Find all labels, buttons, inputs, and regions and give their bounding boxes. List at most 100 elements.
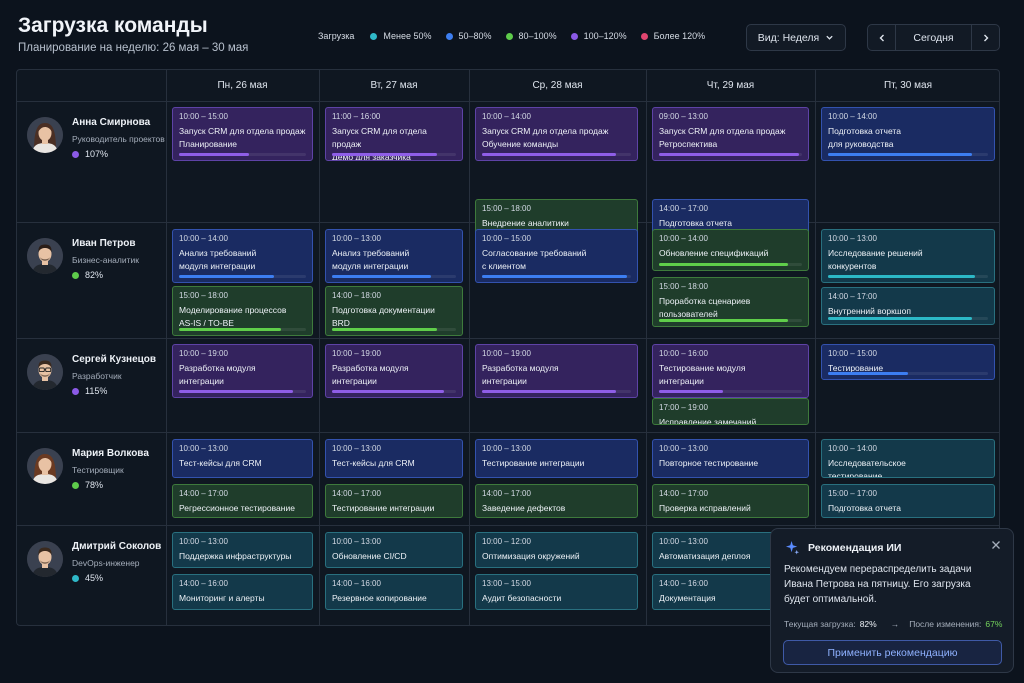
task-title: Проверка исправлений bbox=[659, 503, 751, 513]
task-card[interactable]: 10:00 – 19:00 Разработка модуля интеграци… bbox=[475, 344, 638, 398]
task-title: Разработка модуля интеграции bbox=[179, 363, 256, 386]
team-member[interactable]: Иван Петров Бизнес-аналитик 82% bbox=[17, 238, 166, 298]
task-progress-fill bbox=[828, 275, 976, 278]
task-card[interactable]: 15:00 – 18:00 Проработка сценариев пользо… bbox=[652, 277, 809, 327]
today-button[interactable]: Сегодня bbox=[913, 31, 954, 44]
task-card[interactable]: 14:00 – 17:00 Проверка исправлений bbox=[652, 484, 809, 518]
task-card[interactable]: 10:00 – 15:00 Согласование требований с к… bbox=[475, 229, 638, 283]
task-time: 15:00 – 17:00 bbox=[828, 489, 877, 498]
prev-week-button[interactable] bbox=[868, 25, 896, 50]
task-progress-fill bbox=[659, 153, 800, 156]
team-member[interactable]: Сергей Кузнецов Разработчик 115% bbox=[17, 354, 166, 414]
task-card[interactable]: 14:00 – 18:00 Подготовка документации BRD bbox=[325, 286, 463, 336]
task-card[interactable]: 10:00 – 13:00 Поддержка инфраструктуры bbox=[172, 532, 313, 568]
task-card[interactable]: 11:00 – 16:00 Запуск CRM для отдела прода… bbox=[325, 107, 463, 161]
task-card[interactable]: 10:00 – 13:00 Обновление CI/CD bbox=[325, 532, 463, 568]
task-card[interactable]: 10:00 – 19:00 Разработка модуля интеграци… bbox=[172, 344, 313, 398]
task-card[interactable]: 10:00 – 14:00 Обновление спецификаций bbox=[652, 229, 809, 271]
task-card[interactable]: 14:00 – 17:00 Регрессионное тестирование bbox=[172, 484, 313, 518]
task-title: Запуск CRM для отдела продаж Ретроспекти… bbox=[659, 126, 786, 149]
task-title: Исследование решений конкурентов bbox=[828, 248, 923, 271]
task-card[interactable]: 14:00 – 16:00 Резервное копирование bbox=[325, 574, 463, 610]
task-card[interactable]: 10:00 – 19:00 Разработка модуля интеграци… bbox=[325, 344, 463, 398]
team-member[interactable]: Анна Смирнова Руководитель проектов 107% bbox=[17, 117, 166, 177]
chevron-left-icon bbox=[879, 34, 884, 41]
task-card[interactable]: 10:00 – 14:00 Анализ требований модуля ин… bbox=[172, 229, 313, 283]
team-member[interactable]: Мария Волкова Тестировщик 78% bbox=[17, 448, 166, 508]
task-card[interactable]: 14:00 – 17:00 Заведение дефектов bbox=[475, 484, 638, 518]
task-card[interactable]: 10:00 – 13:00 Исследование решений конкур… bbox=[821, 229, 995, 283]
task-progress-fill bbox=[179, 275, 275, 278]
task-card[interactable]: 10:00 – 15:00 Тестирование и оптимизация bbox=[821, 344, 995, 380]
task-card[interactable]: 10:00 – 13:00 Тестирование интеграции bbox=[475, 439, 638, 478]
task-card[interactable]: 14:00 – 17:00 Внутренний воркшоп bbox=[821, 287, 995, 325]
task-card[interactable]: 14:00 – 16:00 Мониторинг и алерты bbox=[172, 574, 313, 610]
task-progress-bar bbox=[332, 390, 456, 393]
task-progress-bar bbox=[179, 390, 306, 393]
avatar bbox=[27, 354, 63, 390]
task-card[interactable]: 10:00 – 13:00 Тест-кейсы для CRM bbox=[325, 439, 463, 478]
task-card[interactable]: 10:00 – 16:00 Тестирование модуля интегра… bbox=[652, 344, 809, 398]
member-load-value: 78% bbox=[85, 480, 104, 490]
task-card[interactable]: 09:00 – 13:00 Запуск CRM для отдела прода… bbox=[652, 107, 809, 161]
task-title: Тест-кейсы для CRM bbox=[332, 458, 415, 468]
next-week-button[interactable] bbox=[971, 25, 999, 50]
task-progress-bar bbox=[659, 319, 802, 322]
task-card[interactable]: 10:00 – 13:00 Повторное тестирование bbox=[652, 439, 809, 478]
task-time: 10:00 – 14:00 bbox=[179, 234, 228, 243]
task-progress-bar bbox=[659, 390, 802, 393]
task-time: 10:00 – 14:00 bbox=[828, 444, 877, 453]
task-card[interactable]: 14:00 – 17:00 Тестирование интеграции bbox=[325, 484, 463, 518]
task-progress-fill bbox=[659, 263, 788, 266]
task-card[interactable]: 13:00 – 15:00 Аудит безопасности bbox=[475, 574, 638, 610]
day-header: Вт, 27 мая bbox=[370, 80, 418, 91]
task-time: 10:00 – 15:00 bbox=[179, 112, 228, 121]
task-card[interactable]: 15:00 – 18:00 Моделирование процессов AS-… bbox=[172, 286, 313, 336]
task-progress-fill bbox=[179, 153, 249, 156]
load-dot bbox=[72, 271, 79, 279]
task-card[interactable]: 10:00 – 13:00 Тест-кейсы для CRM bbox=[172, 439, 313, 478]
task-progress-bar bbox=[828, 275, 988, 278]
grid-column-divider bbox=[646, 70, 647, 625]
grid-column-divider bbox=[319, 70, 320, 625]
task-title: Внутренний воркшоп bbox=[828, 306, 911, 316]
team-member[interactable]: Дмитрий Соколов DevOps-инженер 45% bbox=[17, 541, 166, 601]
task-title: Тестирование интеграции bbox=[332, 503, 435, 513]
close-icon[interactable] bbox=[991, 538, 1001, 553]
page-subtitle: Планирование на неделю: 26 мая – 30 мая bbox=[18, 42, 249, 54]
task-time: 10:00 – 19:00 bbox=[332, 349, 381, 358]
task-title: Моделирование процессов AS-IS / TO-BE bbox=[179, 305, 287, 328]
view-select[interactable]: Вид: Неделя bbox=[746, 24, 846, 51]
member-load: 78% bbox=[72, 480, 103, 490]
ai-panel-text: Рекомендуем перераспределить задачи Иван… bbox=[784, 564, 972, 605]
member-load-value: 107% bbox=[85, 149, 109, 159]
task-title: Тестирование и оптимизация bbox=[828, 363, 887, 379]
task-card[interactable]: 17:00 – 19:00 Исправление замечаний bbox=[652, 398, 809, 425]
task-time: 10:00 – 13:00 bbox=[332, 537, 381, 546]
task-card[interactable]: 10:00 – 15:00 Запуск CRM для отдела прода… bbox=[172, 107, 313, 161]
task-time: 10:00 – 19:00 bbox=[482, 349, 531, 358]
member-role: Руководитель проектов bbox=[72, 134, 165, 144]
task-time: 10:00 – 13:00 bbox=[659, 444, 708, 453]
task-card[interactable]: 10:00 – 13:00 Анализ требований модуля ин… bbox=[325, 229, 463, 283]
grid-row-divider bbox=[17, 432, 999, 433]
task-card[interactable]: 10:00 – 14:00 Запуск CRM для отдела прода… bbox=[475, 107, 638, 161]
task-title: Исследовательское тестирование bbox=[828, 458, 906, 478]
task-title: Документация bbox=[659, 593, 716, 603]
task-time: 11:00 – 16:00 bbox=[332, 112, 381, 121]
task-title: Запуск CRM для отдела продаж Планировани… bbox=[179, 126, 306, 149]
task-card[interactable]: 10:00 – 14:00 Подготовка отчета для руков… bbox=[821, 107, 995, 161]
legend-dot bbox=[445, 32, 453, 40]
task-title: Запуск CRM для отдела продаж Обучение ко… bbox=[482, 126, 609, 149]
task-time: 10:00 – 12:00 bbox=[482, 537, 531, 546]
task-card[interactable]: 10:00 – 12:00 Оптимизация окружений bbox=[475, 532, 638, 568]
task-progress-bar bbox=[828, 372, 988, 375]
apply-recommendation-button[interactable]: Применить рекомендацию bbox=[783, 640, 1002, 665]
legend-item: Более 120% bbox=[640, 31, 705, 41]
task-time: 14:00 – 17:00 bbox=[659, 489, 708, 498]
load-legend: Загрузка Менее 50% 50–80% 80–100% 100–120% Б… bbox=[318, 31, 719, 41]
task-card[interactable]: 15:00 – 17:00 Подготовка отчета bbox=[821, 484, 995, 518]
task-progress-bar bbox=[828, 153, 988, 156]
task-card[interactable]: 10:00 – 14:00 Исследовательское тестирова… bbox=[821, 439, 995, 478]
load-dot bbox=[72, 481, 79, 489]
